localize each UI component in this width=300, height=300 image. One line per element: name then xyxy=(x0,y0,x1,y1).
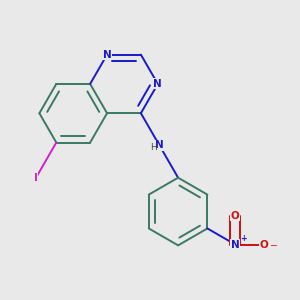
Text: −: − xyxy=(270,240,278,249)
Text: N: N xyxy=(231,239,240,250)
Text: +: + xyxy=(240,234,247,243)
Text: N: N xyxy=(155,140,164,151)
Text: N: N xyxy=(103,50,111,60)
Text: H: H xyxy=(151,143,157,152)
Text: N: N xyxy=(153,79,162,89)
Text: I: I xyxy=(34,173,38,183)
Text: O: O xyxy=(231,211,240,221)
Text: O: O xyxy=(260,239,268,250)
